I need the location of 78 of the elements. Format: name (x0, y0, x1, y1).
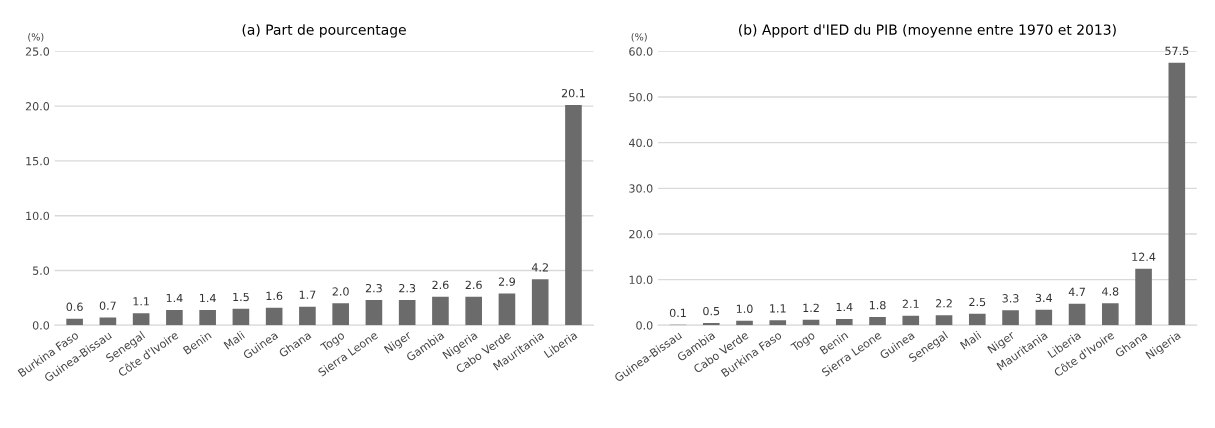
data-label: 2.0 (332, 287, 349, 296)
data-label: 1.0 (736, 304, 753, 314)
y-tick-label: 15.0 (26, 156, 50, 166)
bar (1168, 62, 1186, 326)
bar (332, 303, 349, 326)
bar (1135, 268, 1152, 326)
bar (835, 318, 853, 326)
bar (769, 320, 787, 326)
data-label: 1.1 (770, 304, 786, 313)
data-label: 0.1 (669, 308, 686, 318)
data-label: 2.3 (365, 283, 382, 293)
y-tick-label: 10.0 (629, 275, 653, 285)
data-label: 0.6 (66, 302, 83, 311)
y-tick-label: 60.0 (629, 47, 653, 56)
chart-title: (a) Part de pourcentage (242, 24, 406, 38)
bar (869, 317, 886, 326)
x-tick-label: Togo (319, 330, 347, 354)
data-label: 1.7 (299, 290, 316, 299)
y-tick-label: 20.0 (25, 102, 50, 111)
data-label: 1.6 (266, 291, 283, 301)
data-label: 1.5 (233, 292, 249, 302)
bar (498, 293, 516, 326)
data-label: 2.6 (465, 280, 482, 290)
y-tick-label: 5.0 (33, 266, 50, 275)
bar (1035, 309, 1053, 326)
y-tick-label: 30.0 (629, 184, 653, 193)
bar (1102, 303, 1119, 326)
bar (132, 313, 150, 326)
y-axis-title: (%) (631, 33, 647, 42)
data-label: 20.1 (561, 88, 585, 98)
data-label: 3.3 (1002, 294, 1019, 303)
data-label: 1.4 (200, 293, 216, 303)
bar (531, 279, 549, 326)
data-label: 4.8 (1102, 287, 1119, 296)
bar (299, 306, 316, 326)
bar (1002, 310, 1019, 326)
bar (902, 315, 920, 326)
bar (166, 309, 183, 326)
data-label: 12.4 (1132, 252, 1156, 261)
y-tick-label: 0.0 (32, 321, 50, 330)
bar (465, 296, 482, 326)
data-label: 4.2 (531, 263, 548, 272)
data-label: 4.7 (1068, 287, 1085, 296)
bar (432, 296, 449, 326)
data-label: 2.9 (498, 277, 515, 286)
y-tick-label: 10.0 (26, 211, 50, 221)
data-label: 1.2 (803, 303, 819, 312)
bar (935, 315, 953, 326)
bar (565, 105, 582, 326)
bar (265, 307, 283, 326)
y-tick-label: 40.0 (628, 138, 653, 148)
data-label: 57.5 (1165, 46, 1189, 56)
y-tick-label: 25.0 (25, 47, 50, 56)
chart-title: (b) Apport d'IED du PIB (moyenne entre 1970 et 2013) (739, 24, 1116, 38)
bar (232, 308, 250, 326)
y-tick-label: 0.0 (636, 321, 653, 330)
data-label: 3.4 (1035, 293, 1053, 303)
data-label: 1.4 (836, 302, 853, 312)
data-label: 2.2 (936, 299, 952, 308)
bar (1068, 303, 1086, 326)
data-label: 0.7 (99, 301, 116, 310)
data-label: 1.8 (869, 300, 886, 310)
bar (66, 318, 83, 326)
data-label: 2.5 (969, 297, 986, 307)
bar (968, 313, 986, 326)
y-axis-title: (%) (28, 33, 44, 42)
y-tick-label: 20.0 (629, 229, 653, 239)
data-label: 2.6 (432, 280, 449, 290)
y-tick-label: 50.0 (629, 92, 653, 102)
data-label: 2.3 (399, 283, 416, 293)
bar (365, 300, 383, 326)
x-tick-label: Togo (790, 330, 817, 354)
data-label: 2.1 (902, 299, 919, 308)
data-label: 1.1 (133, 297, 149, 306)
bar (199, 309, 216, 326)
bar (398, 300, 416, 326)
data-label: 0.5 (703, 306, 720, 316)
data-label: 1.4 (166, 293, 183, 303)
